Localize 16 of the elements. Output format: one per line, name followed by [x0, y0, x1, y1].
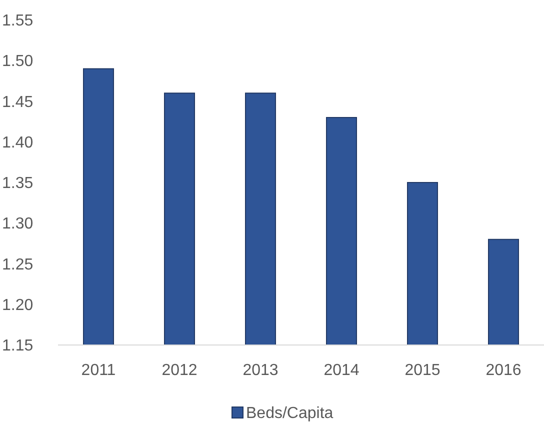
y-tick-label: 1.15: [2, 338, 34, 355]
x-tick-label: 2012: [162, 362, 198, 379]
x-tick-label: 2011: [81, 362, 116, 379]
y-tick-label: 1.25: [2, 256, 34, 274]
x-tick-label: 2015: [404, 362, 440, 379]
y-tick-label: 1.45: [2, 94, 34, 111]
x-tick-label: 2013: [242, 362, 278, 379]
y-tick-label: 1.55: [2, 12, 34, 30]
y-tick-label: 1.20: [2, 296, 34, 314]
y-tick-label: 1.40: [2, 134, 34, 152]
y-tick-label: 1.30: [2, 216, 34, 233]
y-tick-label: 1.50: [2, 53, 34, 70]
x-tick-label: 2016: [486, 362, 522, 379]
x-tick-label: 2014: [324, 362, 360, 379]
y-tick-label: 1.35: [2, 175, 34, 192]
legend-label: Beds/Capita: [246, 405, 334, 422]
